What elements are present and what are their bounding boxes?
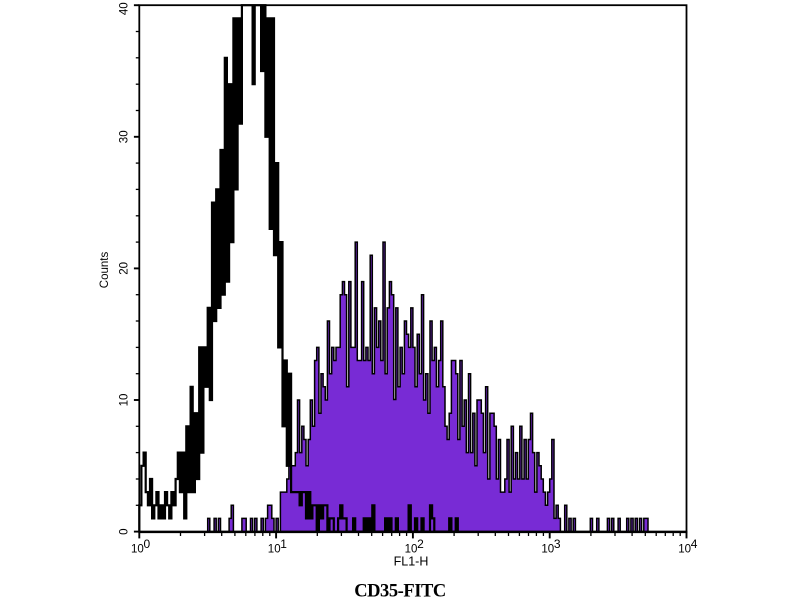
svg-text:10: 10 [405,544,418,556]
svg-text:4: 4 [691,537,698,551]
svg-text:FL1-H: FL1-H [394,555,429,569]
svg-text:CD35-FITC: CD35-FITC [354,582,446,600]
svg-text:40: 40 [119,2,131,15]
svg-text:0: 0 [119,528,131,534]
svg-text:1: 1 [280,537,287,551]
svg-text:20: 20 [119,262,131,275]
svg-text:10: 10 [131,544,144,556]
svg-text:0: 0 [144,537,151,551]
svg-text:10: 10 [678,544,691,556]
svg-text:10: 10 [268,544,281,556]
svg-text:3: 3 [554,537,561,551]
svg-text:10: 10 [119,394,131,407]
svg-text:10: 10 [541,544,554,556]
svg-text:30: 30 [119,130,131,143]
svg-text:Counts: Counts [99,252,111,289]
svg-text:2: 2 [417,537,424,551]
